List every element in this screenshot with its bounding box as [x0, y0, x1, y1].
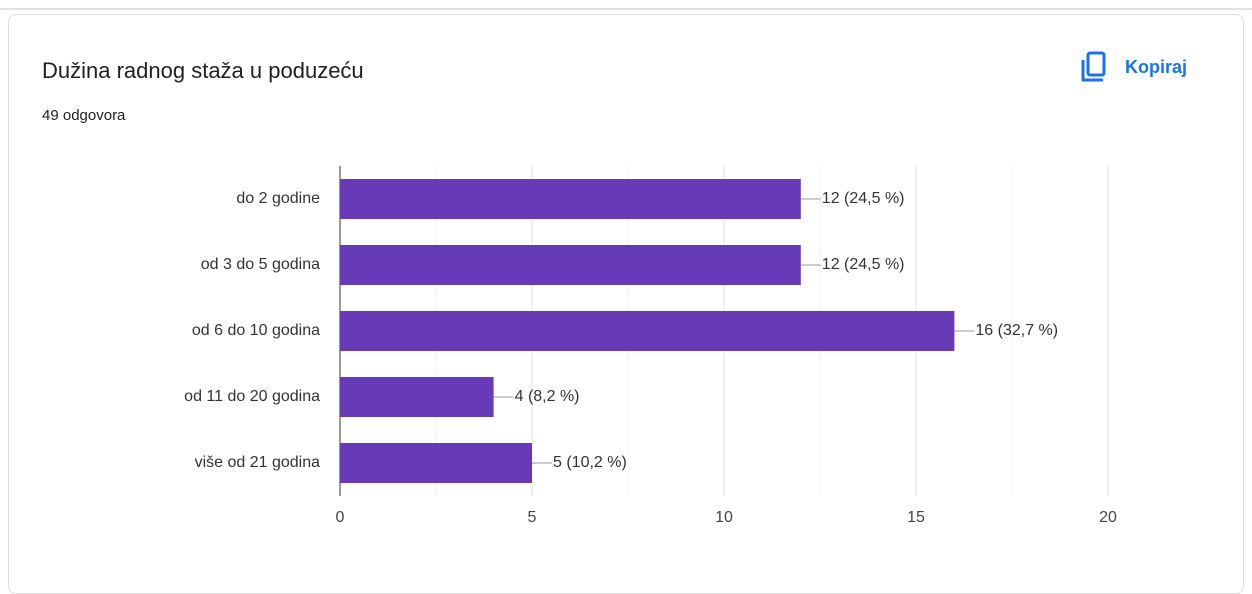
y-tick-label: od 3 do 5 godina: [201, 256, 320, 273]
bar: [340, 179, 801, 219]
subtitle: 49 odgovora: [42, 107, 126, 124]
y-tick-label: od 6 do 10 godina: [192, 322, 320, 339]
chart-title: Dužina radnog staža u poduzeću: [42, 58, 364, 83]
y-tick-label: više od 21 godina: [195, 454, 321, 471]
value-label: 12 (24,5 %): [822, 256, 905, 273]
top-border: [0, 8, 1252, 10]
y-tick-label: od 11 do 20 godina: [184, 388, 320, 405]
x-tick-label: 0: [336, 509, 345, 526]
copy-button[interactable]: Kopiraj: [1081, 51, 1187, 82]
bar: [340, 443, 532, 483]
x-tick-label: 15: [907, 509, 925, 526]
x-tick-label: 5: [528, 509, 537, 526]
x-tick-label: 10: [715, 509, 733, 526]
button-label: Kopiraj: [1125, 57, 1187, 77]
value-label: 12 (24,5 %): [822, 190, 905, 207]
value-label: 4 (8,2 %): [515, 388, 580, 405]
bar: [340, 377, 494, 417]
value-label: 5 (10,2 %): [553, 454, 627, 471]
card: [8, 14, 1244, 594]
copy-icon: [1086, 51, 1106, 77]
y-tick-label: do 2 godine: [236, 190, 320, 207]
copy-icon: [1081, 60, 1103, 82]
bar: [340, 245, 801, 285]
x-tick-label: 20: [1099, 509, 1117, 526]
bar: [340, 311, 955, 351]
value-label: 16 (32,7 %): [975, 322, 1058, 339]
